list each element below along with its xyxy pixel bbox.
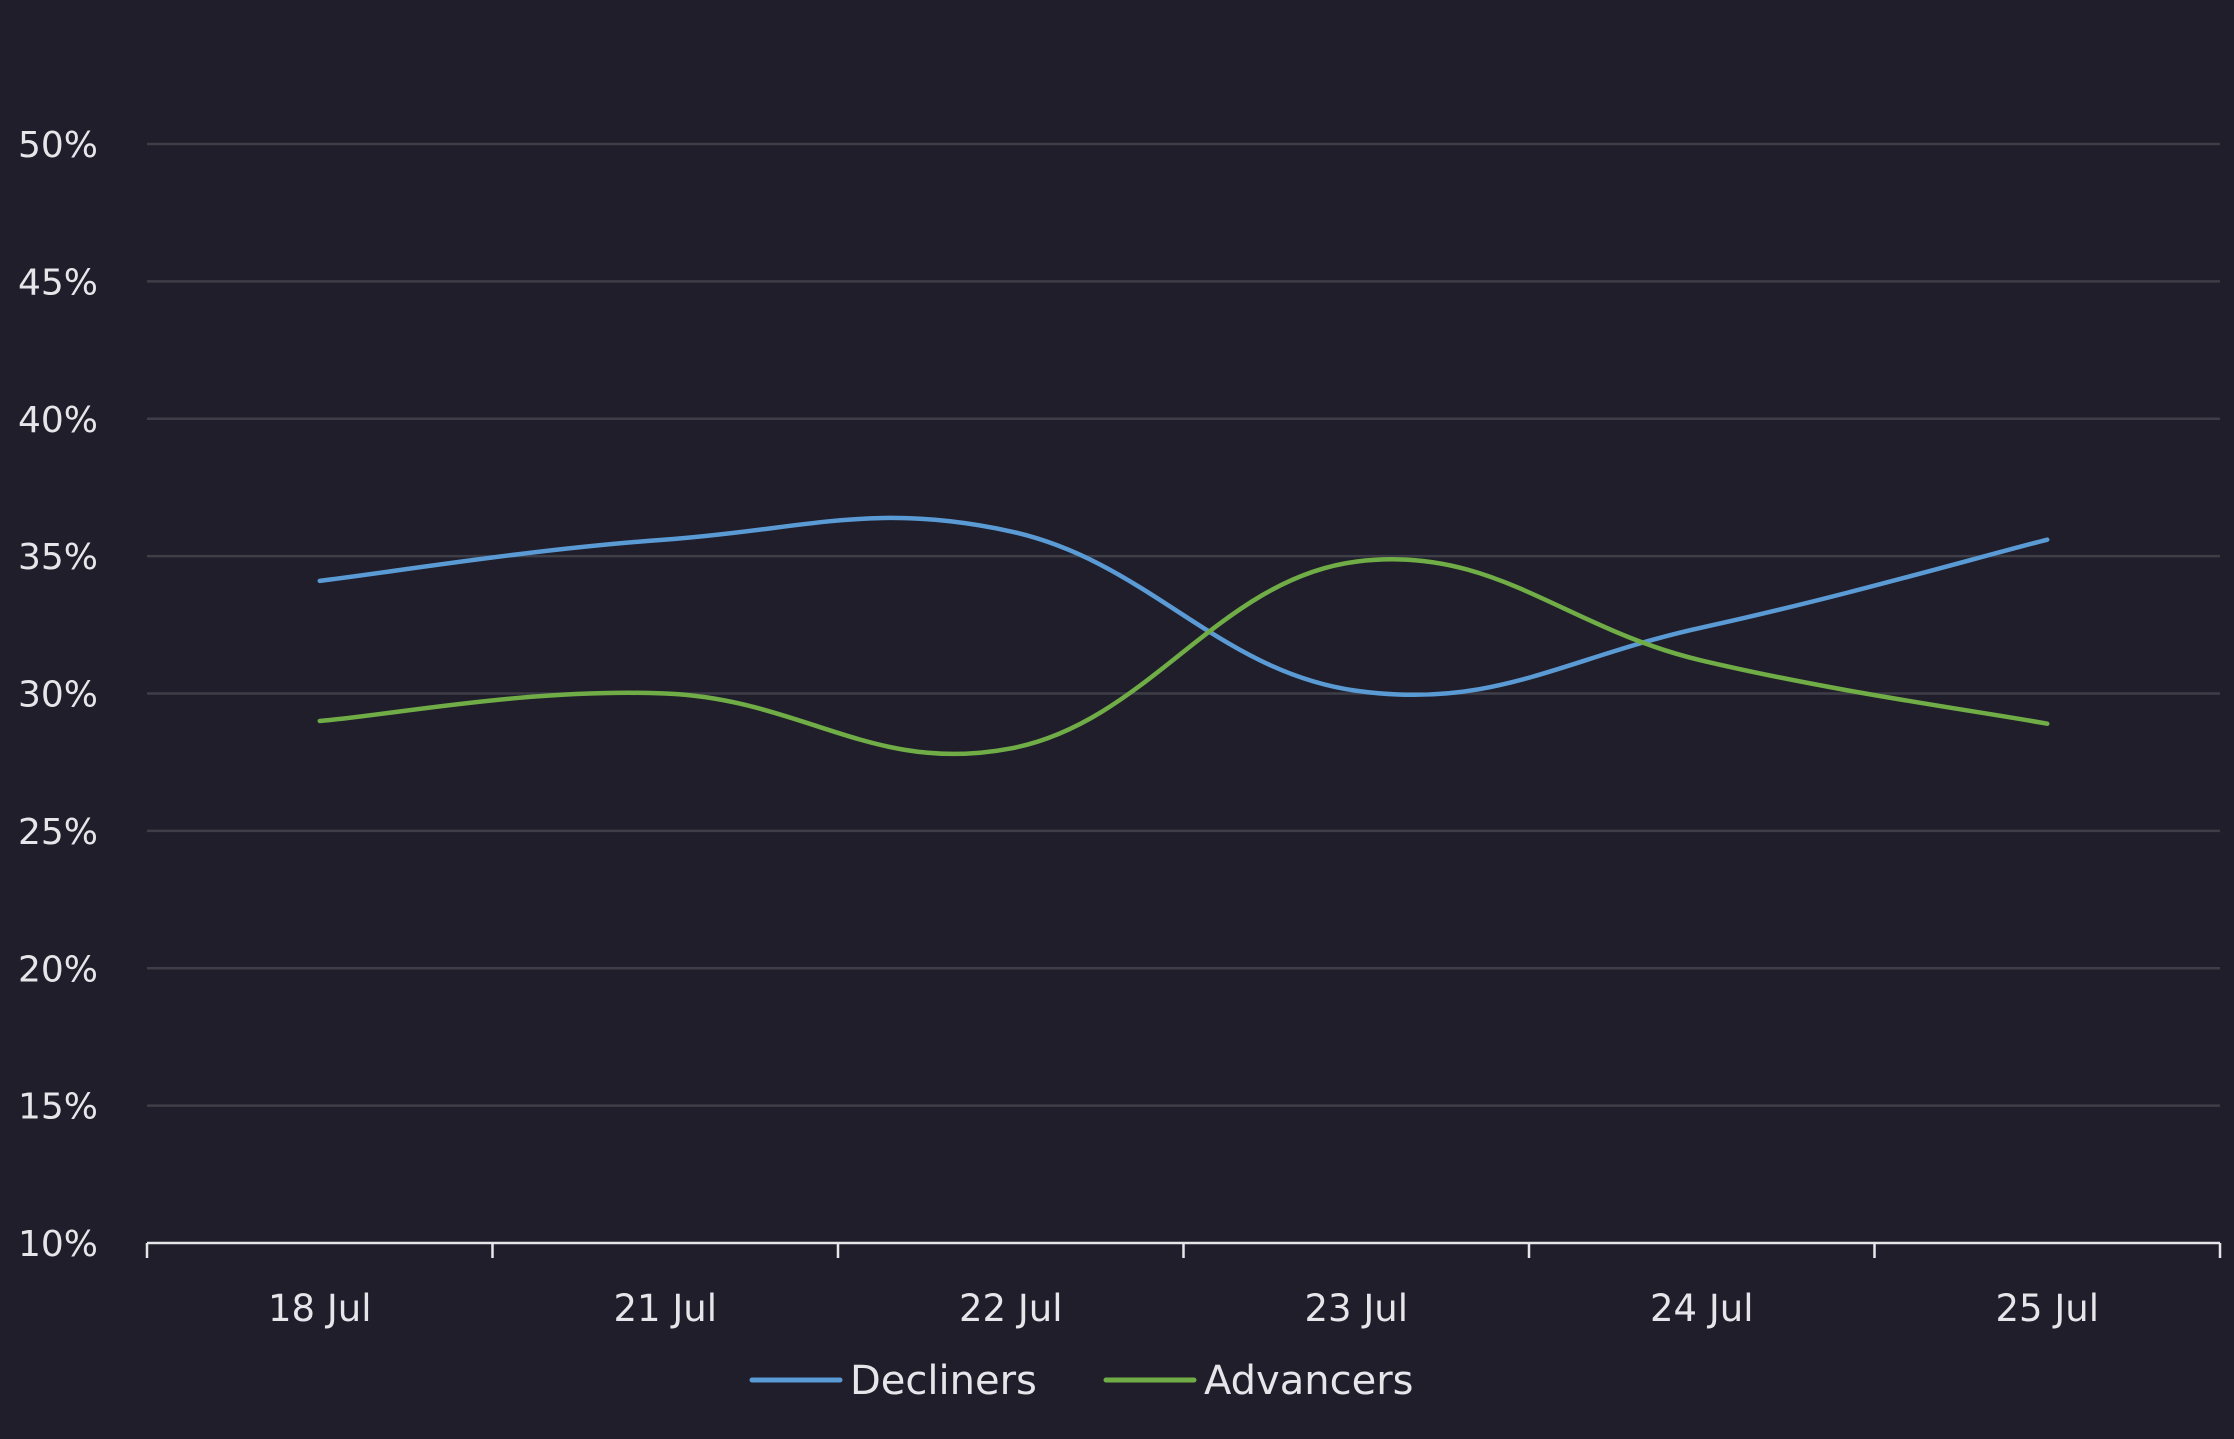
- y-tick-label: 50%: [18, 125, 98, 166]
- grid-lines: [147, 142, 2220, 1107]
- x-tick-label: 18 Jul: [268, 1287, 371, 1330]
- legend: Decliners Advancers: [749, 1358, 1413, 1404]
- y-tick-label: 20%: [18, 949, 98, 990]
- y-tick-label: 15%: [18, 1087, 98, 1128]
- y-tick-label: 10%: [18, 1224, 98, 1265]
- legend-item-decliners[interactable]: Decliners: [749, 1358, 1037, 1404]
- legend-item-advancers[interactable]: Advancers: [1103, 1358, 1413, 1404]
- x-tick-label: 21 Jul: [614, 1287, 717, 1330]
- series-line-decliners: [317, 515, 2050, 698]
- y-axis-tick-labels: 10% 15% 20% 25% 30% 35% 40% 45% 50%: [18, 125, 98, 1265]
- y-tick-label: 35%: [18, 537, 98, 578]
- y-tick-label: 30%: [18, 675, 98, 716]
- series-lines: [317, 515, 2050, 757]
- x-axis: [145, 1241, 2222, 1258]
- x-tick-label: 24 Jul: [1650, 1287, 1753, 1330]
- x-axis-tick-labels: 18 Jul 21 Jul 22 Jul 23 Jul 24 Jul 25 Jul: [268, 1287, 2099, 1330]
- x-tick-label: 22 Jul: [959, 1287, 1062, 1330]
- legend-label: Advancers: [1204, 1358, 1413, 1404]
- legend-label: Decliners: [850, 1358, 1037, 1404]
- y-tick-label: 25%: [18, 812, 98, 853]
- y-tick-label: 40%: [18, 400, 98, 441]
- x-tick-label: 23 Jul: [1305, 1287, 1408, 1330]
- x-tick-label: 25 Jul: [1996, 1287, 2099, 1330]
- series-line-advancers: [317, 556, 2050, 757]
- y-tick-label: 45%: [18, 262, 98, 303]
